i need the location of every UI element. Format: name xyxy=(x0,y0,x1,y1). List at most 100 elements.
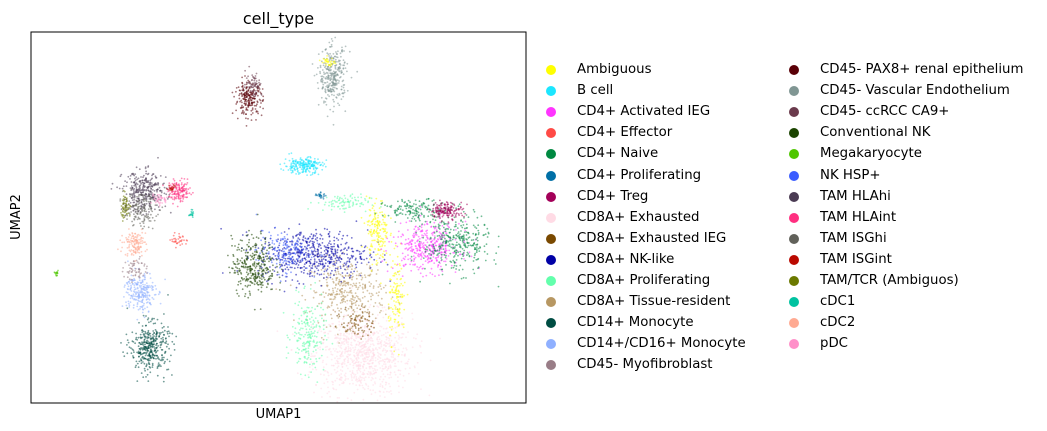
data-point xyxy=(338,278,341,281)
data-point xyxy=(272,253,275,256)
data-point xyxy=(306,165,309,168)
data-point xyxy=(404,213,407,216)
data-point xyxy=(271,273,274,275)
data-point xyxy=(248,65,251,68)
data-point xyxy=(357,196,359,199)
data-point xyxy=(311,267,314,270)
data-point xyxy=(370,393,373,396)
data-point xyxy=(367,200,370,203)
data-point xyxy=(472,232,475,235)
data-point xyxy=(258,79,261,82)
data-point xyxy=(438,245,440,248)
data-point xyxy=(392,286,395,288)
data-point xyxy=(343,204,345,206)
data-point xyxy=(397,214,399,216)
data-point xyxy=(308,160,310,163)
data-point xyxy=(237,243,240,246)
data-point xyxy=(277,255,280,258)
data-point xyxy=(368,348,371,351)
data-point xyxy=(338,259,340,262)
data-point xyxy=(320,258,323,261)
data-point xyxy=(338,357,341,360)
data-point xyxy=(362,386,365,389)
data-point xyxy=(346,89,349,92)
data-point xyxy=(307,322,309,324)
data-point xyxy=(304,170,307,173)
data-point xyxy=(432,209,435,212)
data-point xyxy=(403,281,406,284)
data-point xyxy=(380,240,383,242)
data-point xyxy=(337,344,340,347)
data-point xyxy=(246,279,249,282)
data-point xyxy=(322,263,324,266)
data-point xyxy=(392,310,394,313)
data-point xyxy=(276,250,278,253)
data-point xyxy=(318,59,321,62)
data-point xyxy=(371,263,374,266)
data-point xyxy=(349,206,351,208)
data-point xyxy=(451,214,454,217)
data-point xyxy=(450,264,453,267)
data-point xyxy=(473,210,476,213)
data-point xyxy=(433,221,436,224)
data-point xyxy=(151,174,153,177)
data-point xyxy=(362,203,365,206)
data-point xyxy=(402,347,405,350)
data-point xyxy=(349,257,352,260)
data-point xyxy=(334,296,337,299)
data-point xyxy=(352,347,354,349)
data-point xyxy=(134,183,137,186)
data-point xyxy=(317,103,320,106)
data-point xyxy=(453,203,455,206)
data-point xyxy=(444,256,447,259)
data-point xyxy=(324,165,327,168)
data-point xyxy=(460,257,463,260)
data-point xyxy=(313,326,316,328)
data-point xyxy=(330,60,332,62)
data-point xyxy=(364,330,367,332)
data-point xyxy=(279,239,282,242)
data-point xyxy=(349,200,352,202)
data-point xyxy=(358,331,360,334)
data-point xyxy=(300,271,303,273)
data-point xyxy=(247,245,250,248)
data-point xyxy=(340,379,343,381)
data-point xyxy=(325,292,327,294)
data-point xyxy=(477,257,480,260)
data-point xyxy=(346,260,349,263)
data-point xyxy=(477,233,480,236)
data-point xyxy=(323,296,326,298)
data-point xyxy=(447,214,449,217)
data-point xyxy=(257,284,260,286)
data-point xyxy=(363,369,366,372)
data-point xyxy=(329,260,331,263)
scatter-points xyxy=(53,36,500,403)
data-point xyxy=(310,271,313,273)
data-point xyxy=(418,228,421,231)
data-point xyxy=(249,284,252,287)
data-point xyxy=(346,361,349,364)
data-point xyxy=(493,259,496,261)
data-point xyxy=(333,243,336,245)
data-point xyxy=(307,162,310,165)
data-point xyxy=(370,234,372,236)
data-point xyxy=(455,237,457,240)
data-point xyxy=(326,306,329,309)
data-point xyxy=(301,294,304,297)
data-point xyxy=(397,292,400,295)
data-point xyxy=(345,201,347,203)
data-point xyxy=(340,249,343,251)
data-point xyxy=(351,379,353,381)
data-point xyxy=(434,202,437,204)
data-point xyxy=(303,269,306,272)
data-point xyxy=(238,269,240,272)
data-point xyxy=(320,268,323,271)
data-point xyxy=(480,215,483,218)
data-point xyxy=(255,253,257,256)
data-point xyxy=(396,278,398,280)
data-point xyxy=(455,234,457,236)
data-point xyxy=(288,338,291,341)
data-point xyxy=(432,256,435,258)
data-point xyxy=(323,374,325,376)
data-point xyxy=(423,232,426,235)
